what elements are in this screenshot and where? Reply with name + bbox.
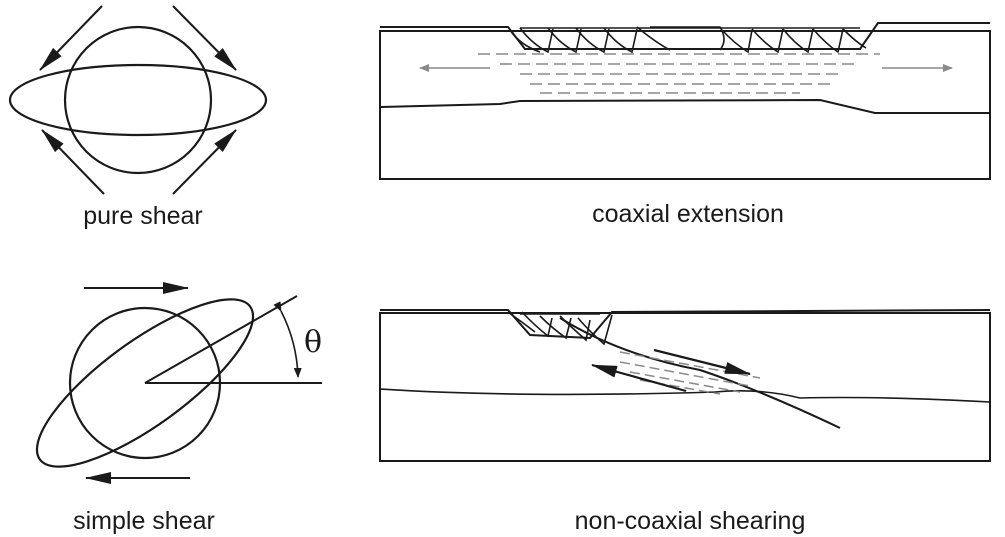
theta-symbol: θ [304, 325, 322, 360]
noncoaxial-fault-blocks [507, 311, 613, 346]
coaxial-upper-surface [380, 22, 990, 50]
noncoaxial-upper-surface [380, 309, 991, 340]
simple-shear-long-axis [144, 295, 298, 384]
simple-shear-diagram: θ simple shear [35, 282, 322, 535]
noncoaxial-shear-arrow-lower [591, 363, 687, 393]
simple-shear-strain-ellipse [35, 298, 255, 468]
noncoaxial-section-frame [379, 312, 991, 462]
pure-shear-arrow-upper-right [172, 5, 237, 71]
theta-angle-arc [273, 301, 302, 378]
pure-shear-caption: pure shear [83, 202, 203, 230]
pure-shear-strain-circle [63, 25, 213, 175]
noncoaxial-detachment-fault [559, 317, 841, 429]
noncoaxial-shear-arrow-upper [653, 348, 751, 376]
non-coaxial-shearing-diagram: non-coaxial shearing [379, 309, 991, 535]
pure-shear-strain-ellipse [8, 63, 268, 137]
coaxial-ductile-zone-dashes [478, 53, 880, 94]
pure-shear-arrow-lower-left [41, 129, 105, 195]
non-coaxial-shearing-caption: non-coaxial shearing [575, 507, 806, 535]
coaxial-moho-boundary [379, 98, 990, 114]
coaxial-section-frame [379, 30, 991, 180]
coaxial-fault-blocks [509, 26, 867, 54]
pure-shear-diagram: pure shear [8, 5, 268, 230]
coaxial-extension-caption: coaxial extension [592, 200, 784, 228]
pure-shear-arrow-upper-left [39, 5, 103, 71]
simple-shear-caption: simple shear [73, 507, 215, 535]
coaxial-extension-diagram: coaxial extension [379, 22, 991, 228]
noncoaxial-shear-zone-dashes [619, 351, 761, 395]
pure-shear-arrow-lower-right [172, 129, 237, 195]
